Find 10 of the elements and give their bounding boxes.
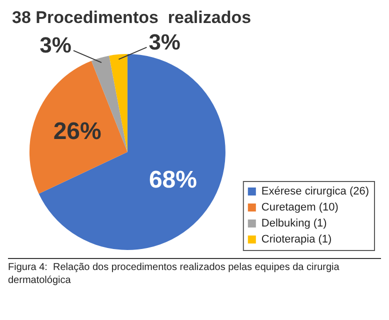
data-label: 26%	[53, 118, 102, 145]
legend-label: Curetagem (10)	[261, 202, 338, 214]
data-label: 3%	[40, 32, 72, 58]
legend-label: Delbuking (1)	[261, 218, 327, 230]
legend-label: Exérese cirurgica (26)	[261, 186, 369, 198]
data-label: 68%	[148, 166, 197, 194]
chart-title: 38 Procedimentos realizados	[12, 8, 252, 28]
text: Figura 4: Relação dos procedimentos realizados pelas equipes da cirurgia dermatológica	[8, 258, 381, 287]
legend-label: Crioterapia (1)	[261, 234, 332, 246]
data-label: 3%	[148, 29, 180, 54]
